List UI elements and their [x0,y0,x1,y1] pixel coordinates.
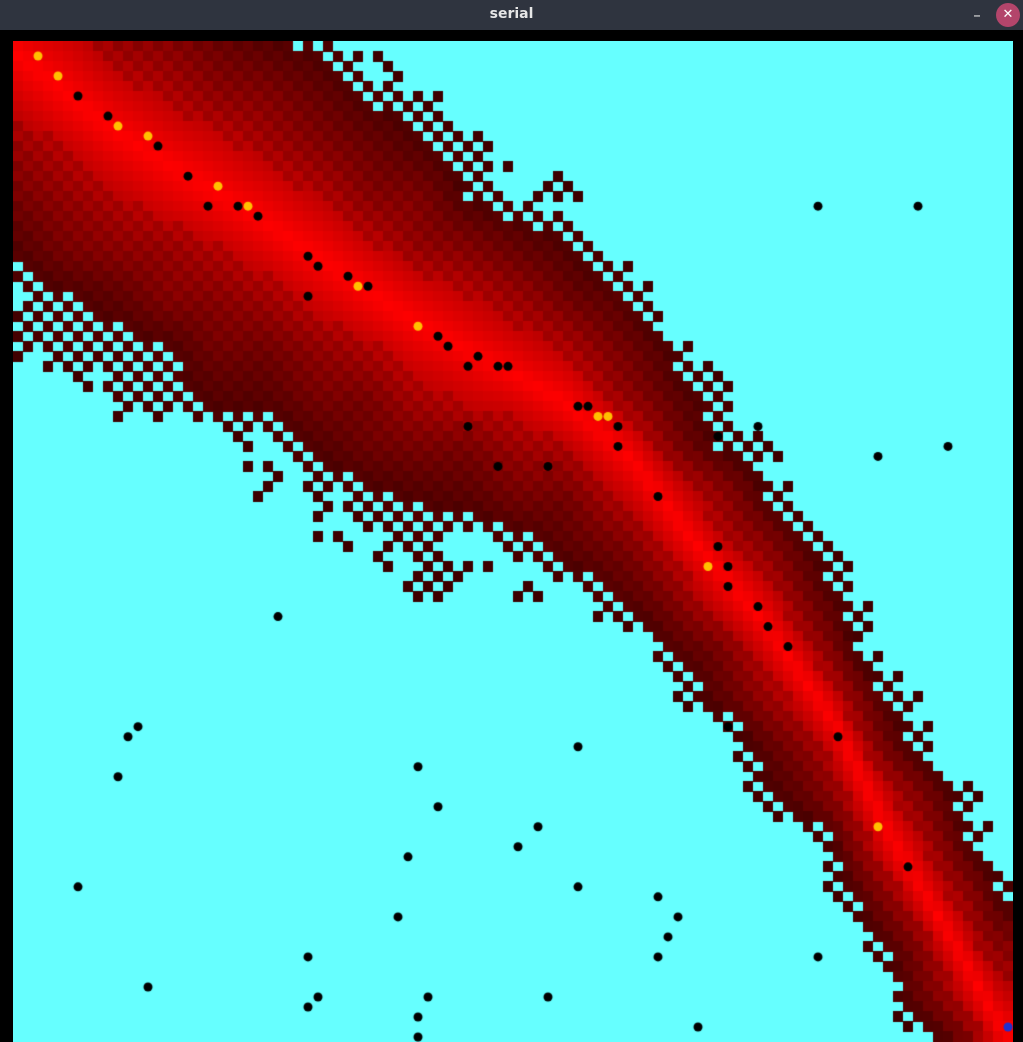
canvas-frame [0,30,1023,1042]
window-title: serial [0,0,1023,30]
title-bar[interactable]: serial – ✕ [0,0,1023,30]
minimize-button[interactable]: – [965,3,989,27]
simulation-canvas[interactable] [13,41,1013,1042]
close-button[interactable]: ✕ [996,3,1020,27]
